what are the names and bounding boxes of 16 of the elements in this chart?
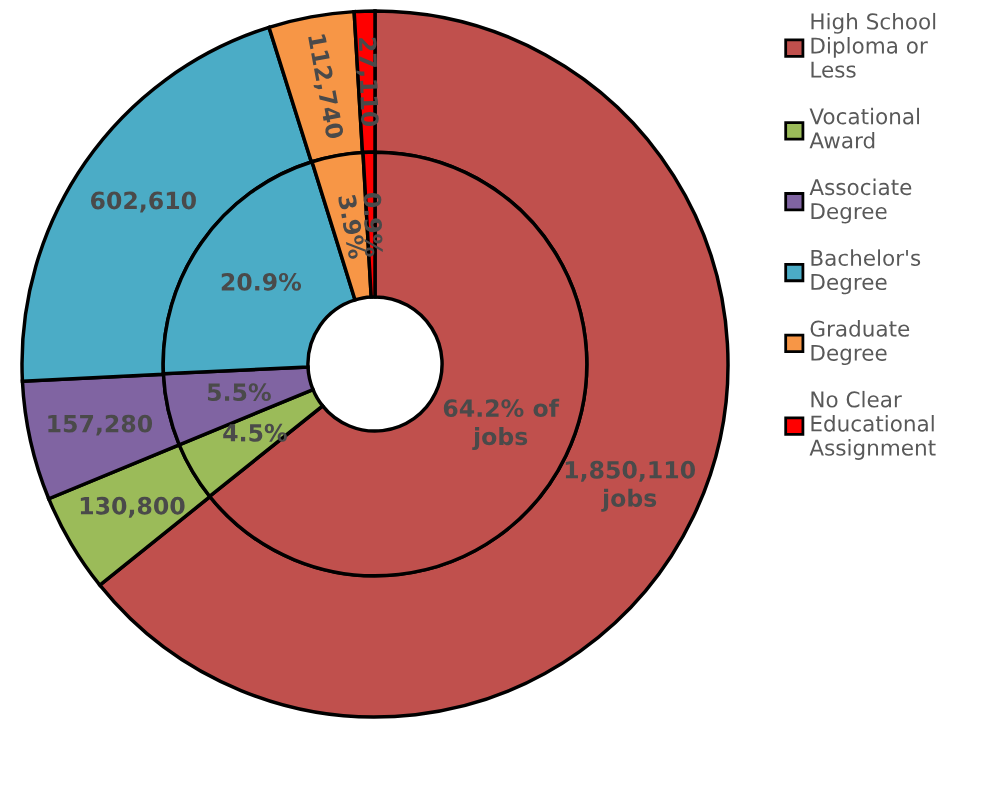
legend-label: Bachelor's Degree — [811, 249, 921, 295]
data-label: 4.5% — [223, 423, 287, 442]
legend-label: No Clear Educational Assignment — [809, 390, 936, 460]
data-label: 1,850,110 jobs — [565, 460, 696, 512]
legend-label: Associate Degree — [809, 178, 912, 224]
data-label: 20.9% — [221, 272, 302, 291]
data-label: 602,610 — [91, 191, 196, 213]
data-label: 157,280 — [48, 414, 153, 436]
data-label: 130,800 — [80, 496, 185, 518]
data-label: 112,740 — [304, 34, 345, 140]
data-label: 5.5% — [207, 383, 271, 402]
data-label: 64.2% of jobs — [443, 398, 560, 451]
data-label: 27,110 — [355, 37, 379, 127]
legend-label: Graduate Degree — [810, 320, 910, 366]
legend-label: High School Diploma or Less — [811, 12, 936, 78]
legend-label: Vocational Award — [809, 107, 920, 149]
